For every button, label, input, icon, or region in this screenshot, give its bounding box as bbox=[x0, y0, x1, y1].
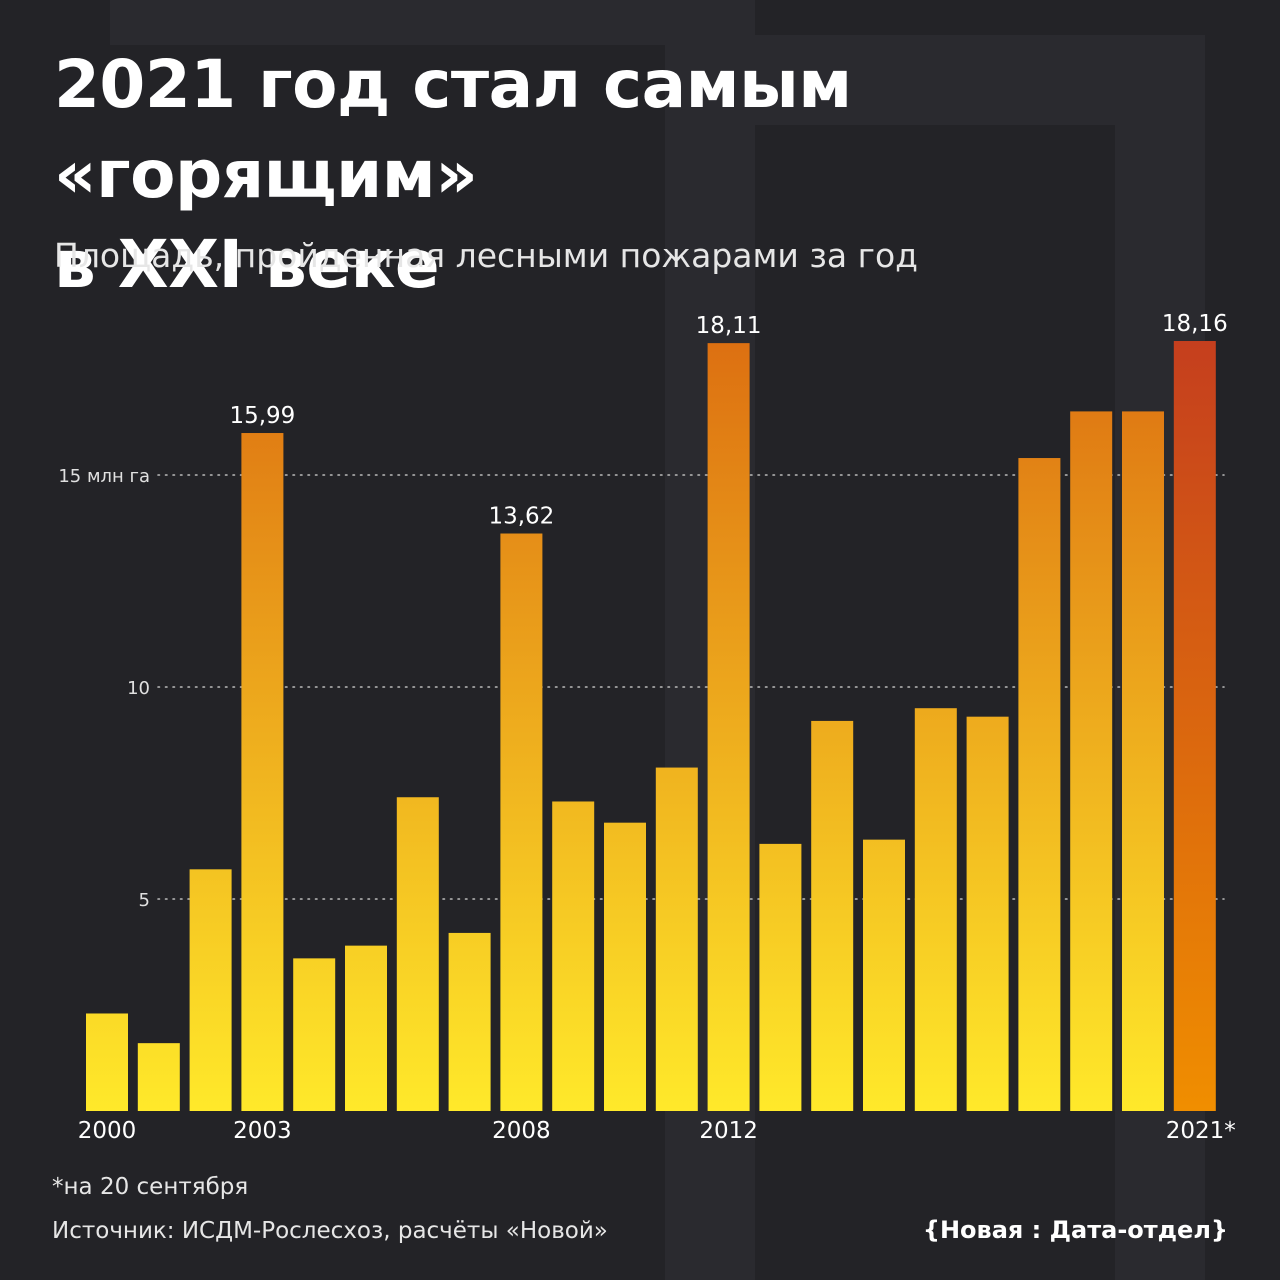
data-label: 15,99 bbox=[229, 403, 295, 429]
bar-2018 bbox=[1018, 458, 1061, 1111]
bar-2019 bbox=[1070, 411, 1113, 1111]
bar-2006 bbox=[396, 797, 439, 1111]
footnote: *на 20 сентября bbox=[52, 1174, 249, 1200]
bar-2004 bbox=[293, 958, 336, 1111]
bar-2007 bbox=[448, 932, 491, 1111]
x-tick-label: 2021* bbox=[1166, 1118, 1236, 1144]
bar-2012 bbox=[707, 343, 750, 1111]
x-tick-label: 2000 bbox=[78, 1118, 137, 1144]
x-tick-label: 2008 bbox=[492, 1118, 551, 1144]
bar-2011 bbox=[655, 767, 698, 1111]
bar-2020 bbox=[1122, 411, 1164, 1111]
x-tick-label: 2012 bbox=[699, 1118, 758, 1144]
bar-2021 bbox=[1173, 341, 1216, 1111]
data-label: 18,16 bbox=[1162, 311, 1228, 337]
brand-logo: {Новая : Дата-отдел} bbox=[922, 1216, 1228, 1244]
bar-2000 bbox=[86, 1013, 128, 1111]
bar-2002 bbox=[189, 869, 232, 1111]
y-tick-label: 15 млн га bbox=[58, 466, 150, 487]
bar-2013 bbox=[759, 843, 802, 1111]
title-line-2: в XXI веке bbox=[54, 226, 440, 303]
y-tick-label: 10 bbox=[127, 678, 150, 699]
bar-2005 bbox=[345, 945, 387, 1111]
chart-subtitle: Площадь, пройденная лесными пожарами за … bbox=[54, 236, 918, 275]
bar-2003 bbox=[241, 433, 284, 1111]
bar-2015 bbox=[863, 839, 905, 1111]
page-title: 2021 год стал самым «горящим» в XXI веке bbox=[54, 40, 1254, 310]
bar-2014 bbox=[811, 720, 854, 1111]
y-tick-label: 5 bbox=[139, 890, 150, 911]
bar-2001 bbox=[137, 1043, 180, 1111]
bar-2010 bbox=[604, 822, 646, 1111]
x-tick-label: 2003 bbox=[233, 1118, 292, 1144]
title-line-1: 2021 год стал самым «горящим» bbox=[54, 46, 852, 213]
bar-2008 bbox=[500, 533, 543, 1111]
data-label: 18,11 bbox=[696, 313, 762, 339]
bar-2009 bbox=[552, 801, 595, 1111]
bar-2017 bbox=[966, 716, 1009, 1111]
source-note: Источник: ИСДМ-Рослесхоз, расчёты «Новой… bbox=[52, 1218, 608, 1244]
bar-2016 bbox=[914, 708, 957, 1111]
data-label: 13,62 bbox=[488, 504, 554, 530]
